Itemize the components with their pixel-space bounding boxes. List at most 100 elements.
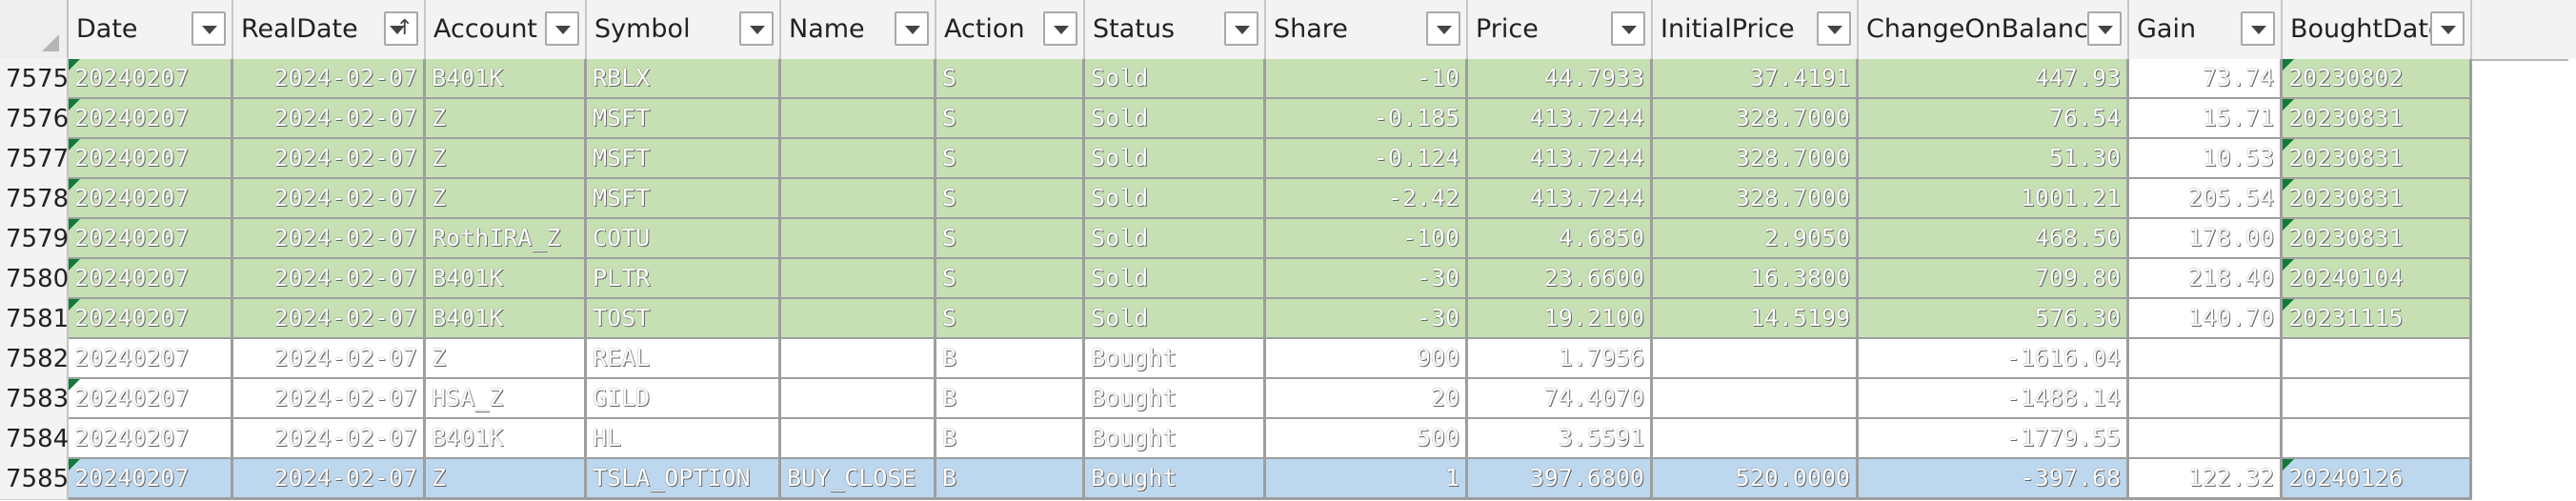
cell-status[interactable]: Sold — [1085, 219, 1266, 260]
error-indicator-icon[interactable] — [69, 259, 80, 271]
cell-account[interactable]: RothIRA_Z — [426, 219, 587, 260]
filter-dropdown-button[interactable] — [1426, 11, 1460, 46]
column-header-action[interactable]: Action — [936, 0, 1085, 59]
cell-realdate[interactable]: 2024-02-07 — [233, 99, 426, 140]
cell-account[interactable]: B401K — [426, 419, 587, 460]
cell-action[interactable]: B — [936, 419, 1085, 460]
error-indicator-icon[interactable] — [69, 179, 80, 190]
cell-gain[interactable] — [2129, 339, 2283, 380]
row-number[interactable]: 7582 — [0, 339, 69, 380]
cell-symbol[interactable]: MSFT — [587, 179, 781, 220]
cell-name[interactable] — [781, 219, 936, 260]
cell-gain[interactable] — [2129, 419, 2283, 460]
cell-changeonbalance[interactable]: 51.30 — [1859, 139, 2129, 180]
column-header-date[interactable]: Date — [69, 0, 233, 59]
cell-status[interactable]: Bought — [1085, 459, 1266, 500]
table-row[interactable]: 7585 20240207 2024-02-07 Z TSLA_OPTION BUY_CL… — [0, 459, 2576, 500]
cell-changeonbalance[interactable]: 468.50 — [1859, 219, 2129, 260]
cell-account[interactable]: HSA_Z — [426, 379, 587, 420]
cell-account[interactable]: B401K — [426, 299, 587, 340]
cell-initialprice[interactable] — [1653, 419, 1859, 460]
row-number[interactable]: 7583 — [0, 379, 69, 420]
cell-symbol[interactable]: MSFT — [587, 139, 781, 180]
row-number[interactable]: 7577 — [0, 139, 69, 180]
column-header-symbol[interactable]: Symbol — [587, 0, 781, 59]
cell-changeonbalance[interactable]: -1488.14 — [1859, 379, 2129, 420]
row-number[interactable]: 7578 — [0, 179, 69, 220]
cell-symbol[interactable]: RBLX — [587, 59, 781, 100]
filter-dropdown-button[interactable] — [1224, 11, 1258, 46]
row-number[interactable]: 7585 — [0, 459, 69, 500]
cell-initialprice[interactable] — [1653, 339, 1859, 380]
cell-initialprice[interactable]: 328.7000 — [1653, 179, 1859, 220]
cell-initialprice[interactable] — [1653, 379, 1859, 420]
cell-boughtdate[interactable] — [2283, 419, 2472, 460]
cell-price[interactable]: 413.7244 — [1468, 179, 1653, 220]
cell-action[interactable]: S — [936, 219, 1085, 260]
cell-action[interactable]: B — [936, 379, 1085, 420]
table-row[interactable]: 7575 20240207 2024-02-07 B401K RBLX S Sold -10 4… — [0, 59, 2576, 100]
cell-status[interactable]: Sold — [1085, 259, 1266, 300]
cell-account[interactable]: B401K — [426, 259, 587, 300]
cell-account[interactable]: Z — [426, 339, 587, 380]
cell-boughtdate[interactable]: 20230831 — [2283, 179, 2472, 220]
cell-gain[interactable]: 140.70 — [2129, 299, 2283, 340]
cell-date[interactable]: 20240207 — [69, 339, 233, 380]
cell-boughtdate[interactable] — [2283, 379, 2472, 420]
cell-gain[interactable]: 73.74 — [2129, 59, 2283, 100]
table-row[interactable]: 7578 20240207 2024-02-07 Z MSFT S Sold -2.42 413… — [0, 179, 2576, 220]
cell-boughtdate[interactable]: 20230831 — [2283, 99, 2472, 140]
cell-price[interactable]: 413.7244 — [1468, 139, 1653, 180]
cell-share[interactable]: -10 — [1266, 59, 1468, 100]
cell-changeonbalance[interactable]: 709.80 — [1859, 259, 2129, 300]
cell-realdate[interactable]: 2024-02-07 — [233, 179, 426, 220]
error-indicator-icon[interactable] — [69, 219, 80, 230]
error-indicator-icon[interactable] — [69, 99, 80, 110]
cell-action[interactable]: S — [936, 59, 1085, 100]
error-indicator-icon[interactable] — [2283, 179, 2294, 190]
table-row[interactable]: 7580 20240207 2024-02-07 B401K PLTR S Sold -30 2… — [0, 259, 2576, 300]
cell-boughtdate[interactable]: 20240126 — [2283, 459, 2472, 500]
error-indicator-icon[interactable] — [2283, 219, 2294, 230]
table-row[interactable]: 7583 20240207 2024-02-07 HSA_Z GILD B Bought 20… — [0, 379, 2576, 420]
filter-dropdown-button[interactable] — [191, 11, 226, 46]
cell-price[interactable]: 413.7244 — [1468, 99, 1653, 140]
error-indicator-icon[interactable] — [2283, 99, 2294, 110]
row-number[interactable]: 7580 — [0, 259, 69, 300]
table-row[interactable]: 7576 20240207 2024-02-07 Z MSFT S Sold -0.185 41… — [0, 99, 2576, 140]
cell-realdate[interactable]: 2024-02-07 — [233, 219, 426, 260]
cell-status[interactable]: Bought — [1085, 419, 1266, 460]
row-number[interactable]: 7575 — [0, 59, 69, 100]
filter-dropdown-button[interactable] — [545, 11, 579, 46]
cell-name[interactable] — [781, 99, 936, 140]
filter-dropdown-button[interactable]: ↑ — [384, 11, 418, 46]
cell-date[interactable]: 20240207 — [69, 259, 233, 300]
cell-realdate[interactable]: 2024-02-07 — [233, 459, 426, 500]
cell-share[interactable]: 20 — [1266, 379, 1468, 420]
cell-status[interactable]: Bought — [1085, 379, 1266, 420]
cell-date[interactable]: 20240207 — [69, 59, 233, 100]
column-header-realdate[interactable]: RealDate ↑ — [233, 0, 426, 59]
cell-action[interactable]: B — [936, 459, 1085, 500]
cell-initialprice[interactable]: 328.7000 — [1653, 99, 1859, 140]
filter-dropdown-button[interactable] — [1817, 11, 1851, 46]
cell-status[interactable]: Sold — [1085, 179, 1266, 220]
error-indicator-icon[interactable] — [2283, 59, 2294, 70]
column-header-gain[interactable]: Gain — [2129, 0, 2283, 59]
cell-share[interactable]: -0.185 — [1266, 99, 1468, 140]
filter-dropdown-button[interactable] — [1043, 11, 1077, 46]
error-indicator-icon[interactable] — [2283, 139, 2294, 150]
cell-realdate[interactable]: 2024-02-07 — [233, 259, 426, 300]
cell-name[interactable] — [781, 339, 936, 380]
select-all-corner[interactable] — [0, 0, 69, 59]
column-header-share[interactable]: Share — [1266, 0, 1468, 59]
cell-realdate[interactable]: 2024-02-07 — [233, 139, 426, 180]
cell-action[interactable]: S — [936, 99, 1085, 140]
error-indicator-icon[interactable] — [69, 139, 80, 150]
error-indicator-icon[interactable] — [69, 459, 80, 471]
cell-price[interactable]: 74.4070 — [1468, 379, 1653, 420]
cell-status[interactable]: Sold — [1085, 299, 1266, 340]
cell-price[interactable]: 1.7956 — [1468, 339, 1653, 380]
cell-realdate[interactable]: 2024-02-07 — [233, 299, 426, 340]
